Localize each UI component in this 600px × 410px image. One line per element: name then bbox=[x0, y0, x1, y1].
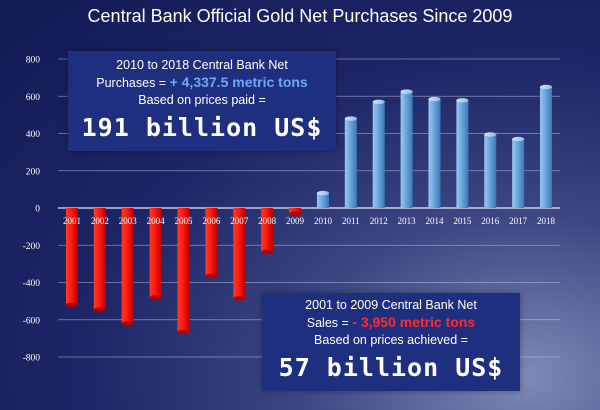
sales-total-usd: 57 billion US$ bbox=[278, 353, 504, 382]
bar-cap bbox=[205, 273, 218, 279]
bar-net-sale-2007 bbox=[233, 208, 246, 299]
x-tick-label: 2012 bbox=[370, 216, 388, 226]
sales-callout-line2: Sales = - 3,950 metric tons bbox=[262, 314, 520, 332]
bar-net-purchase-2017 bbox=[512, 139, 525, 208]
y-tick-label: -200 bbox=[23, 242, 41, 252]
bar-cap bbox=[456, 98, 469, 103]
bars bbox=[65, 84, 553, 335]
y-tick-label: -400 bbox=[23, 279, 41, 289]
bar-cap bbox=[289, 211, 302, 216]
bar-net-purchase-2011 bbox=[344, 118, 357, 208]
bar-net-sale-2004 bbox=[149, 208, 162, 298]
x-tick-label: 2013 bbox=[398, 216, 417, 226]
bar-net-purchase-2018 bbox=[540, 86, 553, 208]
chart-title: Central Bank Official Gold Net Purchases… bbox=[87, 6, 513, 26]
x-tick-label: 2001 bbox=[63, 216, 81, 226]
y-tick-label: 0 bbox=[35, 205, 40, 215]
bar-cap bbox=[372, 99, 385, 105]
purchases-callout-line1: 2010 to 2018 Central Bank Net bbox=[116, 58, 288, 72]
bar-net-sale-2001 bbox=[65, 208, 78, 305]
bar-cap bbox=[400, 89, 413, 94]
y-tick-label: 600 bbox=[26, 93, 41, 103]
x-tick-label: 2015 bbox=[453, 216, 472, 226]
bar-net-sale-2002 bbox=[93, 208, 106, 310]
x-tick-label: 2010 bbox=[314, 216, 333, 226]
x-tick-label: 2005 bbox=[175, 216, 194, 226]
bar-cap bbox=[428, 96, 441, 102]
bar-cap bbox=[316, 190, 329, 196]
bar-net-purchase-2014 bbox=[428, 99, 441, 208]
y-axis-ticks: -800 -600 -400 -200 0 200 400 600 800 bbox=[23, 56, 41, 364]
x-tick-label: 2007 bbox=[230, 216, 249, 226]
x-tick-label: 2003 bbox=[119, 216, 138, 226]
bar-cap bbox=[344, 116, 357, 121]
purchases-callout-line2: Purchases = + 4,337.5 metric tons bbox=[68, 74, 336, 92]
bar-net-purchase-2015 bbox=[456, 100, 469, 208]
bar-cap bbox=[512, 136, 525, 142]
sales-callout-line3: Based on prices achieved = bbox=[314, 333, 468, 347]
y-tick-label: -600 bbox=[23, 316, 41, 326]
sales-callout: 2001 to 2009 Central Bank Net Sales = - … bbox=[262, 293, 520, 391]
x-tick-label: 2008 bbox=[258, 216, 277, 226]
bar-cap bbox=[261, 249, 274, 254]
x-tick-label: 2016 bbox=[481, 216, 500, 226]
bar-cap bbox=[177, 329, 190, 335]
bar-net-sale-2006 bbox=[205, 208, 218, 276]
sales-value: - 3,950 metric tons bbox=[352, 314, 476, 330]
y-tick-label: 200 bbox=[26, 167, 41, 177]
bar-net-purchase-2010 bbox=[316, 193, 329, 208]
y-tick-label: 800 bbox=[26, 56, 41, 66]
purchases-callout-line3: Based on prices paid = bbox=[138, 93, 266, 107]
bar-net-purchase-2016 bbox=[484, 134, 497, 208]
y-tick-label: -800 bbox=[23, 354, 41, 364]
x-tick-label: 2017 bbox=[509, 216, 528, 226]
x-tick-label: 2009 bbox=[286, 216, 305, 226]
bar-cap bbox=[93, 307, 106, 312]
x-tick-label: 2014 bbox=[426, 216, 445, 226]
x-tick-label: 2002 bbox=[91, 216, 109, 226]
bar-net-purchase-2012 bbox=[372, 101, 385, 208]
bar-cap bbox=[65, 302, 78, 308]
y-tick-label: 400 bbox=[26, 130, 41, 140]
x-tick-label: 2006 bbox=[202, 216, 221, 226]
purchases-label: Purchases = bbox=[96, 76, 170, 90]
bar-net-sale-2008 bbox=[261, 208, 274, 252]
bar-cap bbox=[233, 296, 246, 301]
purchases-callout: 2010 to 2018 Central Bank Net Purchases … bbox=[68, 51, 336, 151]
bar-cap bbox=[121, 321, 134, 326]
bar-net-sale-2003 bbox=[121, 208, 134, 324]
bar-net-sale-2009 bbox=[289, 208, 302, 214]
x-tick-label: 2004 bbox=[147, 216, 166, 226]
x-axis-ticks: 2001 2002 2003 2004 2005 2006 2007 2008 2009 2010… bbox=[63, 216, 556, 226]
sales-callout-line1: 2001 to 2009 Central Bank Net bbox=[305, 298, 477, 312]
bar-cap bbox=[484, 132, 497, 137]
bar-cap bbox=[149, 295, 162, 300]
bar-net-purchase-2013 bbox=[400, 91, 413, 208]
x-tick-label: 2011 bbox=[342, 216, 360, 226]
purchases-total-usd: 191 billion US$ bbox=[81, 113, 323, 142]
bar-net-sale-2005 bbox=[177, 208, 190, 332]
sales-label: Sales = bbox=[306, 316, 353, 330]
bar-cap bbox=[540, 84, 553, 90]
x-tick-label: 2018 bbox=[537, 216, 556, 226]
purchases-value: + 4,337.5 metric tons bbox=[169, 74, 308, 90]
